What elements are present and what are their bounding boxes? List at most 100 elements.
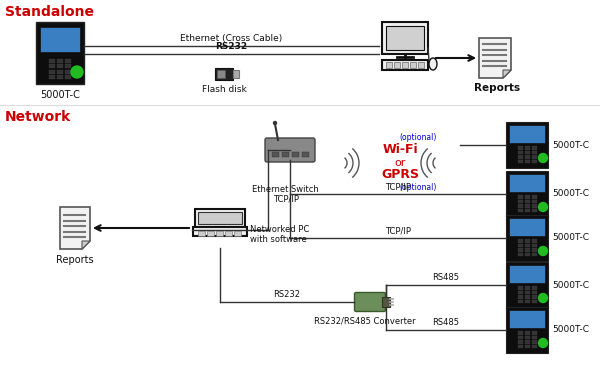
Bar — [524, 155, 530, 159]
Bar — [532, 200, 536, 203]
Text: 5000T-C: 5000T-C — [552, 325, 589, 335]
Bar — [225, 231, 232, 236]
Bar — [506, 262, 548, 308]
Bar — [207, 231, 214, 236]
Bar — [517, 151, 523, 154]
Text: Ethernet (Cross Cable): Ethernet (Cross Cable) — [181, 34, 283, 43]
Text: 5000T-C: 5000T-C — [552, 141, 589, 149]
Text: Ethernet Switch: Ethernet Switch — [251, 185, 319, 194]
Text: 5000T-C: 5000T-C — [552, 190, 589, 198]
Bar — [195, 209, 245, 227]
Circle shape — [539, 154, 548, 163]
Text: (optional): (optional) — [400, 133, 437, 142]
Bar — [57, 69, 62, 73]
Bar — [509, 218, 545, 236]
Bar — [40, 27, 80, 52]
Bar — [517, 208, 523, 212]
Bar — [517, 286, 523, 290]
Bar — [217, 70, 225, 78]
Bar — [386, 62, 392, 68]
Bar — [517, 295, 523, 298]
Bar — [524, 331, 530, 335]
Text: or: or — [394, 158, 406, 168]
Ellipse shape — [429, 58, 437, 70]
Bar — [517, 146, 523, 149]
Bar — [57, 59, 62, 63]
Bar — [509, 125, 545, 143]
Bar — [386, 26, 424, 50]
Bar — [517, 244, 523, 247]
Bar — [532, 244, 536, 247]
Bar — [65, 64, 71, 68]
Bar — [57, 64, 62, 68]
Bar — [532, 146, 536, 149]
Bar — [49, 64, 55, 68]
Bar — [524, 204, 530, 208]
Bar — [49, 59, 55, 63]
Bar — [216, 231, 223, 236]
Text: Reports: Reports — [474, 83, 520, 93]
Bar — [509, 174, 545, 192]
Bar — [532, 159, 536, 163]
Text: RS232: RS232 — [274, 290, 301, 299]
Bar — [410, 62, 416, 68]
Bar — [532, 151, 536, 154]
Text: TCP/IP: TCP/IP — [385, 182, 411, 191]
Bar — [382, 60, 428, 70]
Bar — [517, 239, 523, 242]
Text: TCP/IP: TCP/IP — [273, 195, 299, 204]
Text: RS485: RS485 — [433, 273, 460, 282]
Bar — [506, 171, 548, 217]
Text: Networked PC
with software: Networked PC with software — [250, 225, 309, 244]
Bar — [532, 295, 536, 298]
Bar — [524, 244, 530, 247]
Text: Standalone: Standalone — [5, 5, 94, 19]
Bar — [524, 159, 530, 163]
Bar — [36, 22, 84, 84]
Circle shape — [274, 122, 277, 125]
Bar — [524, 239, 530, 242]
Text: RS232: RS232 — [215, 42, 248, 51]
Bar — [65, 69, 71, 73]
Bar — [532, 155, 536, 159]
Bar — [193, 227, 247, 236]
Text: Reports: Reports — [56, 255, 94, 265]
Bar — [517, 340, 523, 344]
Bar — [382, 297, 390, 307]
Bar — [524, 200, 530, 203]
Bar — [517, 248, 523, 252]
Bar — [524, 208, 530, 212]
Circle shape — [539, 339, 548, 347]
Bar — [506, 215, 548, 261]
Polygon shape — [503, 70, 511, 78]
Bar — [532, 248, 536, 252]
Bar — [394, 62, 400, 68]
Bar — [282, 152, 289, 157]
FancyBboxPatch shape — [355, 293, 386, 312]
Polygon shape — [82, 241, 90, 249]
Text: Network: Network — [5, 110, 71, 124]
Text: (optional): (optional) — [400, 183, 437, 192]
Bar — [517, 335, 523, 339]
Bar — [532, 208, 536, 212]
Bar — [198, 231, 205, 236]
Bar — [49, 75, 55, 79]
Bar — [524, 146, 530, 149]
Text: RS232/RS485 Converter: RS232/RS485 Converter — [314, 316, 416, 325]
Bar — [506, 307, 548, 353]
Bar — [517, 155, 523, 159]
Circle shape — [539, 203, 548, 212]
Bar — [532, 239, 536, 242]
Bar — [292, 152, 299, 157]
Bar — [49, 69, 55, 73]
Bar — [532, 344, 536, 348]
Bar — [65, 75, 71, 79]
Bar — [382, 22, 428, 54]
Bar — [302, 152, 309, 157]
Bar — [524, 291, 530, 294]
Bar — [524, 340, 530, 344]
Bar — [418, 62, 424, 68]
Bar — [272, 152, 279, 157]
Bar — [517, 252, 523, 256]
Bar — [524, 248, 530, 252]
